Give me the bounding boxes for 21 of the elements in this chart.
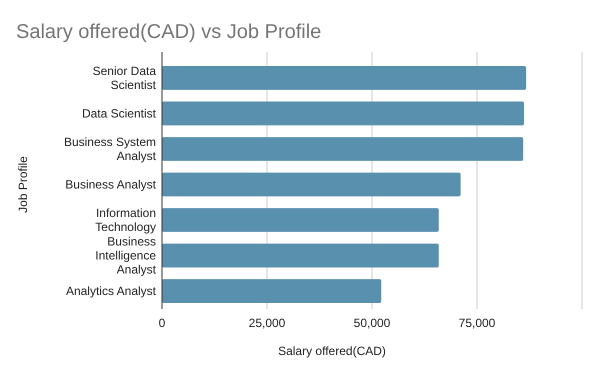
- y-tick-label: Business Analyst: [65, 178, 157, 192]
- x-axis-title: Salary offered(CAD): [278, 344, 386, 358]
- y-tick-label: Data Scientist: [82, 106, 157, 120]
- bar: [162, 244, 439, 268]
- bar: [162, 66, 526, 90]
- x-tick-label: 50,000: [354, 316, 391, 330]
- x-tick-label: 0: [158, 316, 166, 330]
- chart-title: Salary offered(CAD) vs Job Profile: [16, 21, 322, 43]
- y-tick-label: Analytics Analyst: [66, 284, 157, 298]
- x-tick-label: 75,000: [458, 316, 496, 330]
- y-tick-label: Information Technology: [95, 206, 156, 234]
- x-tick-label: 25,000: [248, 316, 286, 330]
- y-tick-label: Business Intelligence Analyst: [95, 234, 157, 277]
- bar: [162, 137, 524, 161]
- y-tick-label: Senior Data Scientist: [92, 64, 157, 92]
- y-tick-label: Business System Analyst: [64, 134, 157, 163]
- bar: [162, 208, 439, 232]
- bar: [162, 102, 524, 126]
- bar: [162, 279, 382, 303]
- y-axis-title: Job Profile: [16, 156, 30, 213]
- bar: [162, 172, 461, 196]
